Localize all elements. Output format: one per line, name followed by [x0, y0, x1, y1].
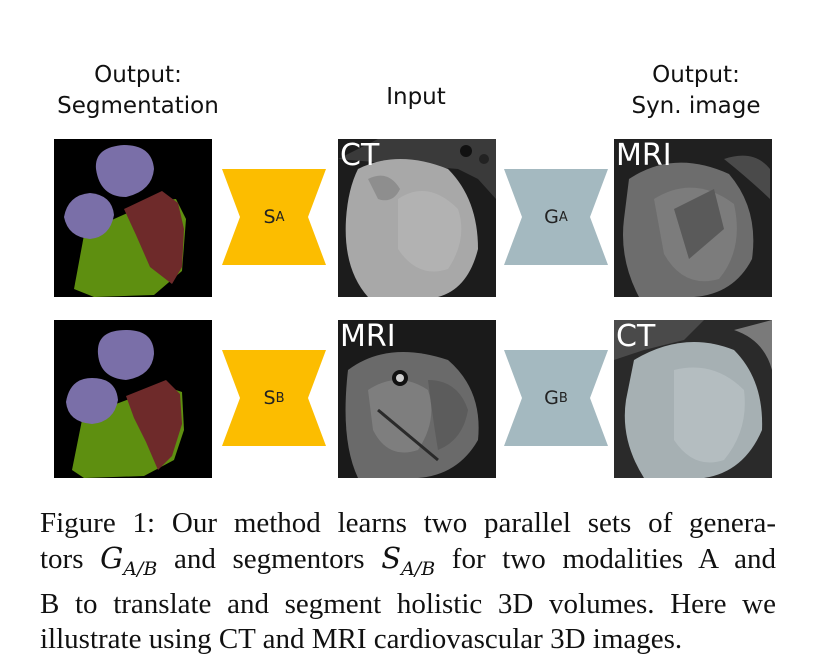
heading-synthetic: Output: Syn. image: [606, 60, 786, 122]
caption-line-4: illustrate using CT and MRI cardiovascul…: [40, 622, 683, 655]
seg-region-purple-left: [66, 378, 118, 424]
segmentor-sub-a: A: [275, 209, 285, 225]
output-label-mri: MRI: [616, 139, 672, 173]
caption-line-1: Figure 1: Our method learns two parallel…: [40, 507, 776, 539]
segmentor-sub-b: B: [275, 390, 285, 406]
generator-sub-b: B: [558, 390, 568, 406]
input-label-mri: MRI: [340, 320, 396, 354]
mri-scan-image: [338, 320, 496, 478]
caption-line-2-b: and segmentors: [157, 543, 382, 575]
synthetic-image-ct: CT: [614, 320, 772, 478]
ct-scan-image: [338, 139, 496, 297]
input-label-ct: CT: [340, 139, 380, 173]
output-label-ct: CT: [616, 320, 656, 354]
input-image-ct: CT: [338, 139, 496, 297]
segmentation-map-b: [54, 320, 212, 478]
seg-region-red: [124, 191, 184, 284]
synthetic-mri-image: [614, 139, 772, 297]
seg-region-purple-top: [95, 145, 154, 197]
heading-synthetic-line2: Syn. image: [631, 93, 761, 119]
generator-symbol: GA/B: [100, 541, 158, 580]
caption-line-3: B to translate and segment holistic 3D v…: [40, 587, 776, 620]
caption-line-2-c: for two modalities A and: [435, 543, 776, 575]
generator-label-b: G: [544, 387, 559, 409]
heading-segmentation-line2: Segmentation: [57, 93, 219, 119]
segmentation-image-a: [54, 139, 212, 297]
caption-line-2: tors GA/B and segmentors SA/B for two mo…: [40, 541, 776, 587]
input-image-mri: MRI: [338, 320, 496, 478]
seg-region-purple-top: [97, 330, 154, 380]
synthetic-ct-image: [614, 320, 772, 478]
generator-sub-a: A: [558, 209, 568, 225]
synthetic-image-mri: MRI: [614, 139, 772, 297]
segmentor-symbol: SA/B: [381, 541, 436, 580]
segmentation-map-a: [54, 139, 212, 297]
seg-region-red: [126, 380, 182, 470]
heading-synthetic-line1: Output:: [652, 62, 740, 88]
segmentor-label-a: S: [263, 206, 276, 228]
segmentation-image-b: [54, 320, 212, 478]
caption-line-2-a: tors: [40, 543, 101, 575]
heading-input-line1: Input: [386, 84, 446, 110]
figure-caption: Figure 1: Our method learns two parallel…: [40, 506, 776, 657]
generator-label-a: G: [544, 206, 559, 228]
heading-segmentation: Output: Segmentation: [40, 60, 236, 122]
segmentor-label-b: S: [263, 387, 276, 409]
heading-segmentation-line1: Output:: [94, 62, 182, 88]
seg-region-purple-left: [64, 193, 114, 239]
heading-input: Input: [336, 82, 496, 113]
